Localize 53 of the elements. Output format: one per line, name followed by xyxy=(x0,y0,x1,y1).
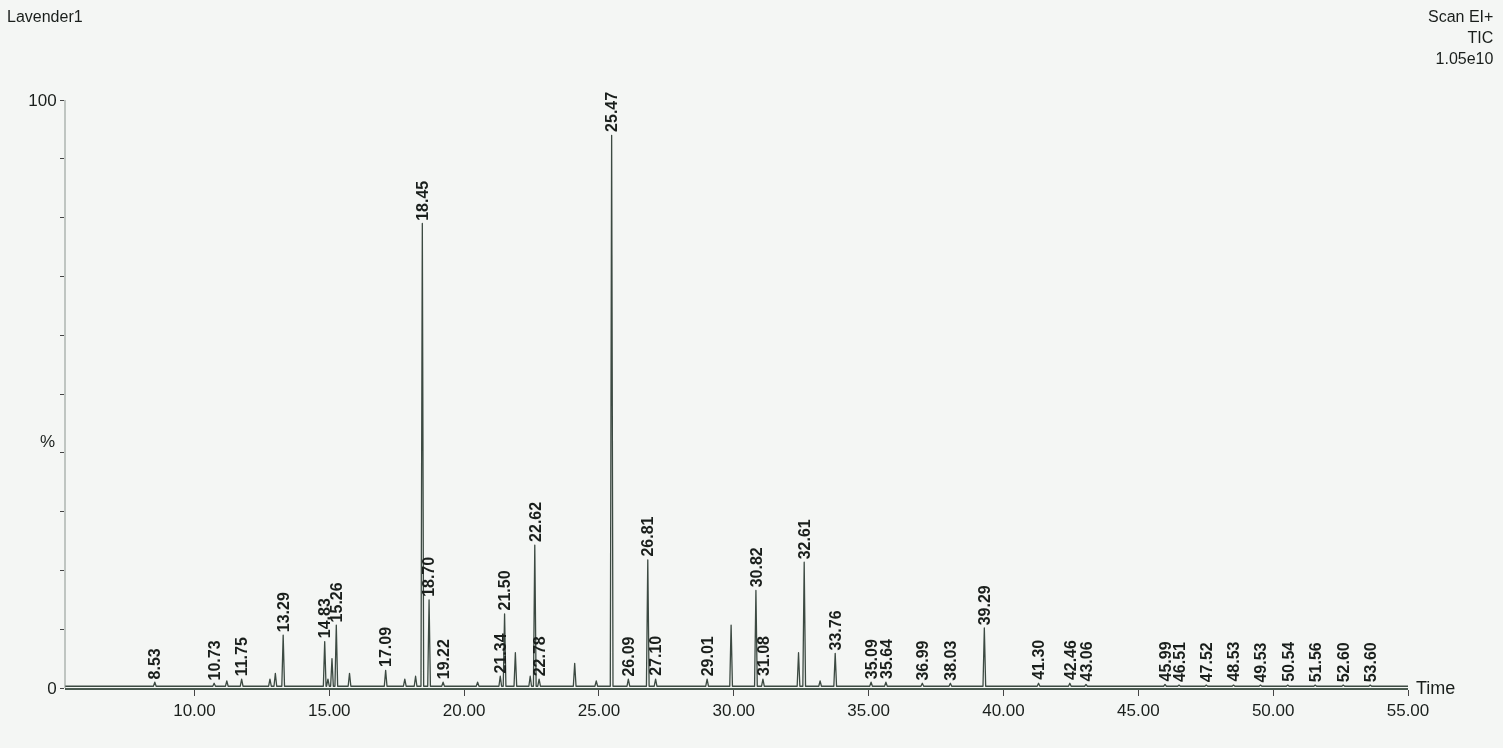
annotation: 25.47 xyxy=(603,91,621,132)
annotation: 22.78 xyxy=(530,636,548,677)
annotation: 26.09 xyxy=(620,636,638,677)
annotation: 18.70 xyxy=(420,556,438,597)
x-tick-label: 30.00 xyxy=(712,701,756,721)
annotation: 22.62 xyxy=(526,501,544,542)
annotation: 26.81 xyxy=(638,516,656,557)
annotation: 36.99 xyxy=(914,640,932,681)
annotation: 49.53 xyxy=(1252,642,1270,683)
annotation: 8.53 xyxy=(146,648,164,680)
annotation: 31.08 xyxy=(754,635,772,677)
annotation: 29.01 xyxy=(698,636,716,677)
annotation: 30.82 xyxy=(747,547,765,588)
annotation: 39.29 xyxy=(976,585,994,626)
text: Scan EI+ TIC 1.05e10 xyxy=(1428,8,1494,67)
annotation: 47.52 xyxy=(1198,642,1216,683)
annotation: 21.34 xyxy=(492,633,510,674)
annotation: 52.60 xyxy=(1335,642,1353,683)
line-series xyxy=(65,134,1408,687)
x-tick-label: 40.00 xyxy=(982,701,1025,721)
annotation: 43.06 xyxy=(1077,641,1095,682)
annotation: 18.45 xyxy=(413,180,431,221)
x-tick-label: 10.00 xyxy=(173,701,216,721)
x-tick-label: 45.00 xyxy=(1117,701,1160,721)
x-tick-label: 20.00 xyxy=(442,701,486,721)
annotation: 51.56 xyxy=(1307,642,1325,683)
annotation: 10.73 xyxy=(205,640,223,681)
y-tick-label: 100 xyxy=(28,90,57,110)
annotation: 27.10 xyxy=(647,635,665,676)
annotation: 33.76 xyxy=(826,610,844,651)
annotation: 53.60 xyxy=(1362,642,1380,683)
x-tick-label: 35.00 xyxy=(847,701,890,721)
y-axis-title: % xyxy=(40,432,56,451)
annotation: 35.09 xyxy=(862,639,880,680)
annotation: 35.64 xyxy=(877,638,895,680)
annotation: 11.75 xyxy=(232,637,250,677)
annotation: 32.61 xyxy=(796,519,814,560)
chart-title: Lavender1 xyxy=(7,8,83,25)
x-tick-label: 50.00 xyxy=(1251,701,1295,721)
x-axis-title: Time xyxy=(1416,678,1456,698)
annotation: 42.46 xyxy=(1061,639,1079,681)
annotation: 19.22 xyxy=(434,639,452,680)
x-tick-label: 55.00 xyxy=(1386,701,1430,721)
annotation: 38.03 xyxy=(942,640,960,681)
x-tick-label: 25.00 xyxy=(577,701,621,721)
annotation: 41.30 xyxy=(1030,639,1048,680)
annotation: 13.29 xyxy=(275,592,293,633)
annotation: 21.50 xyxy=(495,570,513,611)
annotation: 48.53 xyxy=(1225,641,1243,682)
annotation: 17.09 xyxy=(377,626,395,668)
y-tick-label: 0 xyxy=(47,678,57,698)
x-tick-label: 15.00 xyxy=(308,701,351,721)
annotation: 50.54 xyxy=(1279,641,1297,682)
